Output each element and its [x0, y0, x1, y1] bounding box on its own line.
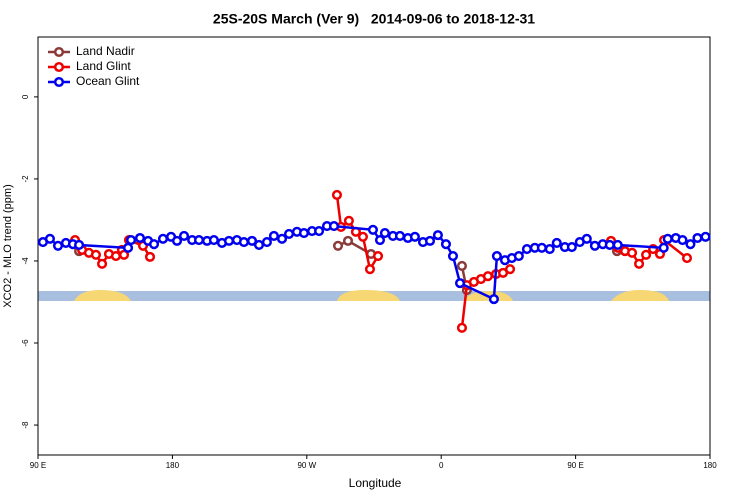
data-point — [223, 235, 235, 246]
x-axis-label: Longitude — [349, 476, 402, 490]
data-point — [440, 239, 452, 250]
data-point — [343, 215, 354, 226]
data-point — [208, 235, 219, 246]
data-point — [144, 251, 156, 262]
series — [69, 189, 693, 333]
data-point — [424, 235, 436, 246]
data-point — [447, 251, 459, 262]
data-point — [332, 240, 344, 251]
data-point — [521, 244, 532, 255]
data-point — [379, 228, 390, 239]
data-point — [658, 242, 669, 253]
chart-title: 25S-20S March (Ver 9) 2014-09-06 to 2018… — [213, 11, 535, 27]
data-point — [536, 242, 547, 253]
data-point — [328, 221, 340, 232]
x-tick-label: 90 E — [30, 461, 46, 470]
data-point — [456, 322, 468, 333]
data-point — [74, 239, 85, 251]
data-point — [178, 230, 190, 241]
data-point — [488, 294, 499, 305]
y-tick-label: -8 — [21, 421, 30, 429]
data-point — [118, 249, 130, 260]
data-point — [276, 233, 288, 244]
series-line — [74, 194, 688, 328]
data-point — [641, 249, 652, 260]
data-point — [134, 232, 146, 244]
series — [37, 221, 711, 305]
x-tick-label: 180 — [703, 461, 717, 470]
data-point — [90, 249, 101, 260]
y-tick-label: 0 — [21, 94, 30, 99]
data-point — [357, 231, 368, 242]
data-point — [268, 230, 279, 241]
x-tick-label: 90 W — [297, 461, 316, 470]
data-point — [544, 244, 555, 255]
data-point — [566, 241, 577, 253]
data-point — [551, 237, 562, 248]
data-point — [313, 225, 325, 237]
legend-marker — [53, 61, 65, 73]
plot-frame — [37, 36, 711, 456]
legend-marker — [53, 46, 65, 58]
data-point — [504, 264, 516, 275]
data-point — [372, 251, 384, 262]
data-point — [482, 271, 493, 282]
legend-marker — [53, 76, 65, 88]
data-point — [677, 235, 688, 246]
data-point — [662, 233, 673, 244]
data-point — [589, 240, 600, 251]
data-point — [148, 239, 160, 250]
data-point — [626, 247, 638, 258]
data-point — [238, 237, 249, 248]
data-point — [122, 242, 134, 253]
data-point — [581, 233, 592, 244]
legend-label: Ocean Glint — [76, 74, 140, 88]
data-point — [634, 258, 645, 269]
data-point — [491, 251, 502, 262]
data-point — [432, 230, 443, 241]
data-point — [604, 239, 615, 251]
legend-label: Land Glint — [76, 59, 131, 73]
data-point — [692, 232, 703, 244]
data-point — [342, 235, 354, 246]
data-point — [125, 235, 137, 246]
data-point — [394, 230, 406, 241]
x-tick-label: 0 — [439, 461, 444, 470]
x-tick-label: 90 E — [567, 461, 583, 470]
data-point — [52, 240, 64, 251]
surface-strip — [38, 290, 710, 301]
data-point — [261, 237, 272, 248]
data-point — [246, 235, 258, 246]
data-point — [700, 231, 711, 242]
data-point — [409, 231, 420, 242]
data-point — [171, 235, 183, 246]
data-point — [681, 253, 693, 264]
data-point — [97, 258, 108, 269]
data-point — [612, 239, 623, 251]
data-point — [44, 233, 55, 244]
data-point — [298, 228, 310, 239]
data-point — [193, 235, 205, 246]
data-point — [456, 260, 468, 271]
data-point — [253, 239, 265, 251]
x-tick-label: 180 — [166, 461, 180, 470]
data-point — [283, 228, 295, 239]
y-tick-label: -4 — [21, 257, 30, 265]
legend-label: Land Nadir — [76, 44, 135, 58]
data-point — [685, 239, 696, 250]
data-point — [454, 278, 466, 289]
y-tick-label: -6 — [21, 339, 30, 347]
data-point — [157, 233, 169, 244]
data-point — [331, 189, 343, 200]
y-axis-label: XCO2 - MLO trend (ppm) — [2, 184, 14, 307]
data-point — [364, 264, 376, 275]
y-tick-label: -2 — [21, 175, 30, 183]
data-point — [367, 224, 379, 235]
data-point — [513, 251, 524, 262]
data-point — [374, 235, 386, 246]
